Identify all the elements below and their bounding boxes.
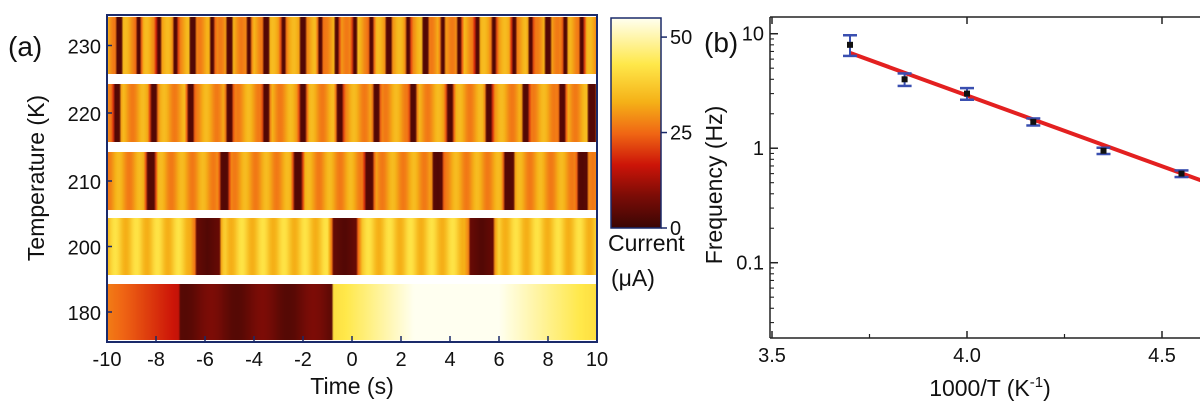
scatter-x-axis-label: 1000/T (K-1) (929, 374, 1051, 401)
heatmap-x-tick-label: 0 (346, 349, 357, 371)
scatter-y-tick-label: 1 (753, 138, 764, 160)
heatmap-y-ticks: 230 220 210 200 180 (68, 37, 112, 325)
heatmap-x-tick-label: -2 (294, 349, 312, 371)
heatmap-cells-200 (107, 218, 597, 275)
colorbar-tick-label: 0 (670, 218, 681, 240)
row-separator (107, 275, 597, 284)
heatmap-x-axis-label: Time (s) (310, 373, 393, 399)
heatmap-x-ticks: -10 -8 -6 -4 -2 0 2 4 6 8 10 (93, 336, 608, 371)
scatter-y-axis-label: Frequency (Hz) (701, 106, 727, 264)
panel-a-label: (a) (8, 31, 42, 62)
row-separator (107, 142, 597, 152)
scatter-marker (1030, 118, 1037, 125)
scatter-marker (901, 76, 908, 83)
data-point (1026, 117, 1041, 127)
scatter-x-tick-label: 4.5 (1148, 345, 1176, 367)
fit-line (849, 51, 1200, 183)
colorbar-label-line2: (μA) (611, 265, 655, 291)
scatter-x-tick-label: 3.5 (758, 345, 786, 367)
heatmap-rows (107, 17, 597, 340)
heatmap-x-tick-label: -8 (147, 349, 165, 371)
data-point (1174, 169, 1189, 179)
scatter-marker (1100, 147, 1107, 154)
scatter-marker (964, 90, 970, 97)
row-separator (107, 210, 597, 218)
heatmap-cells-230 (107, 17, 597, 74)
scatter-points (843, 33, 1189, 179)
colorbar: 50 25 0 Current (μA) (608, 17, 692, 291)
heatmap-y-tick-label: 220 (68, 104, 101, 126)
scatter-y-ticks: 10 1 0.1 (736, 24, 778, 324)
data-point (843, 33, 857, 58)
heatmap-row-210 (107, 152, 597, 210)
scatter-y-tick-label: 0.1 (736, 253, 764, 275)
scatter-y-tick-label: 10 (742, 24, 764, 46)
heatmap-cells-220 (107, 84, 597, 142)
scatter-marker (847, 41, 853, 48)
colorbar-label-line1: Current (608, 230, 685, 256)
scatter-x-tick-label: 4.0 (953, 345, 981, 367)
heatmap-x-tick-label: -4 (245, 349, 263, 371)
heatmap-row-180 (107, 284, 597, 340)
row-separator (107, 74, 597, 84)
heatmap-y-tick-label: 180 (68, 303, 101, 325)
data-point (960, 86, 974, 102)
colorbar-tick-label: 50 (670, 27, 692, 49)
heatmap-row-200 (107, 218, 597, 275)
heatmap-row-230 (107, 17, 597, 74)
heatmap-x-tick-label: -10 (93, 349, 122, 371)
heatmap-x-tick-label: 8 (542, 349, 553, 371)
panel-b-label: (b) (704, 27, 738, 58)
heatmap-x-tick-label: 6 (493, 349, 504, 371)
scatter-x-ticks: 3.54.04.55.05.5 (758, 17, 1176, 367)
heatmap-x-tick-label: -6 (196, 349, 214, 371)
heatmap-cells-210 (107, 152, 597, 210)
heatmap-x-tick-label: 2 (395, 349, 406, 371)
heatmap-y-axis-label: Temperature (K) (23, 95, 49, 261)
heatmap-x-tick-label: 4 (444, 349, 455, 371)
colorbar-tick-label: 25 (670, 123, 692, 145)
data-point (1096, 146, 1111, 156)
heatmap-y-tick-label: 210 (68, 172, 101, 194)
panel-a: (a) -10 -8 -6 -4 -2 0 2 4 6 8 10 230 220 210 200 180 T… (8, 14, 608, 399)
colorbar-ticks: 50 25 0 (661, 27, 692, 240)
scatter-marker (1178, 170, 1185, 177)
heatmap-cells-180 (107, 284, 597, 340)
data-point (897, 72, 912, 88)
colorbar-gradient (610, 17, 662, 229)
heatmap-y-tick-label: 230 (68, 37, 101, 59)
heatmap-x-tick-label: 10 (586, 349, 608, 371)
heatmap-y-tick-label: 200 (68, 238, 101, 260)
heatmap-row-220 (107, 84, 597, 142)
